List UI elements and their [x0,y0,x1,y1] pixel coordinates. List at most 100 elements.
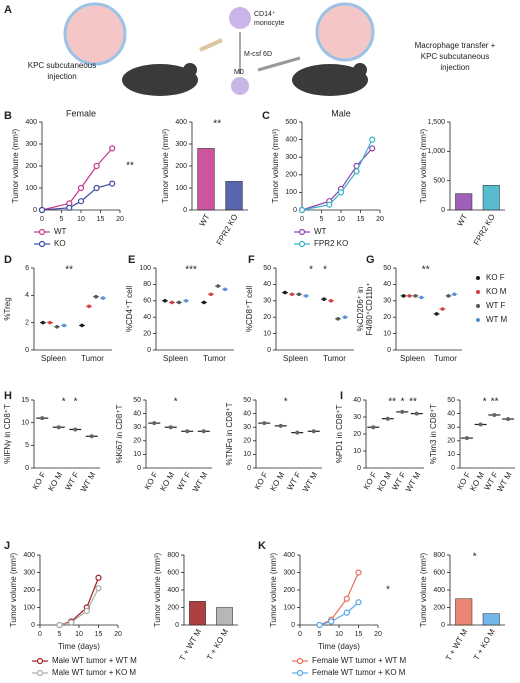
mouse-head [183,63,197,77]
caption: M-csf 6D [244,51,272,58]
legend-marker [298,240,306,248]
bar [189,601,206,626]
dot [55,324,59,329]
y-tick-label: 50 [383,265,391,272]
line [59,587,100,626]
y-tick-label: 4 [25,292,29,299]
significance: * [473,552,477,563]
bone-icon [199,38,223,52]
bar [455,193,473,211]
dot [73,427,78,432]
y-axis-label: %CD8⁺T cell [245,286,254,333]
legend-label: WT [314,227,327,236]
y-tick-label: 0 [291,622,295,629]
y-tick-label: 30 [133,424,141,431]
y-tick-label: 800 [167,552,179,559]
y-tick-label: 100 [175,185,187,192]
panel-label: C [262,110,270,122]
legend-label: WT F [486,301,506,310]
y-tick-label: 10 [133,451,141,458]
panel-label: G [366,254,375,266]
y-axis-label: Tumor volume (mm³) [11,128,20,203]
legend-label: WT M [486,315,508,324]
y-tick-label: 0 [25,465,29,472]
y-tick-label: 0 [387,347,391,354]
line [319,572,360,626]
y-tick-label: 20 [353,431,361,438]
tumor-icon [63,2,127,66]
y-tick-label: 200 [285,172,297,179]
significance: ** [409,397,417,408]
x-tick-label: 15 [355,631,363,638]
y-tick-label: 100 [25,185,37,192]
y-tick-label: 500 [433,178,445,185]
panel-label: I [340,390,343,402]
y-axis-label: Tumor volume (mm³) [419,128,428,203]
caption: monocyte [254,20,284,27]
y-tick-label: 40 [263,281,271,288]
dot [278,423,283,428]
y-tick-label: 0 [441,622,445,629]
y-tick-label: 1,500 [427,119,445,126]
y-axis-label: Tumor volume (mm³) [419,552,428,627]
dot [41,320,45,325]
bar [455,598,473,626]
y-axis-label: Tumor volume (mm³) [161,128,170,203]
point [109,145,116,152]
point [68,619,75,626]
y-tick-label: 0 [293,207,297,214]
legend-marker [476,290,480,294]
legend-label: KO [54,239,66,248]
x-tick-label: WT M [191,470,210,493]
y-tick-label: 100 [23,604,35,611]
point [369,136,376,143]
dot [290,292,294,297]
y-tick-label: 800 [433,552,445,559]
y-axis-label: %Tim3 in CD8⁺T [429,404,438,464]
dot [343,315,347,320]
dot [506,417,511,422]
significance: * [62,397,66,408]
legend-marker [296,669,304,677]
x-axis-label: Time (days) [58,642,100,651]
dot [283,290,287,295]
dot [413,294,418,298]
x-tick-label: Spleen [41,354,66,363]
dot [329,299,333,303]
y-tick-label: 0 [451,465,455,472]
x-tick-label: 20 [116,216,124,223]
panel-label: J [4,540,10,552]
dot [434,312,439,316]
panel-label: D [4,254,12,266]
panel-label: K [258,540,266,552]
y-tick-label: 20 [447,438,455,445]
point [355,569,362,576]
y-tick-label: 400 [23,552,35,559]
y-axis-label: %Ki67 in CD8⁺T [115,404,124,463]
dot [262,421,267,426]
x-tick-label: 20 [114,631,122,638]
x-tick-label: T + KO M [472,627,497,661]
y-tick-label: 30 [353,414,361,421]
dot [400,409,405,414]
y-tick-label: 40 [143,314,151,321]
bar [482,613,500,626]
y-tick-label: 0 [33,207,37,214]
y-tick-label: 50 [243,397,251,404]
dot [87,304,91,309]
point [93,162,100,170]
y-tick-label: 0 [183,207,187,214]
dot [452,292,457,297]
y-tick-label: 30 [383,298,391,305]
caption: injection [47,72,76,81]
bar [216,607,233,626]
y-tick-label: 400 [167,587,179,594]
y-axis-label: %TNFα in CD8⁺T [225,402,234,465]
panel-label: H [4,390,12,402]
y-tick-label: 10 [447,451,455,458]
line [41,183,113,211]
x-tick-label: Spleen [400,354,425,363]
dot [94,294,98,299]
point [337,189,345,196]
